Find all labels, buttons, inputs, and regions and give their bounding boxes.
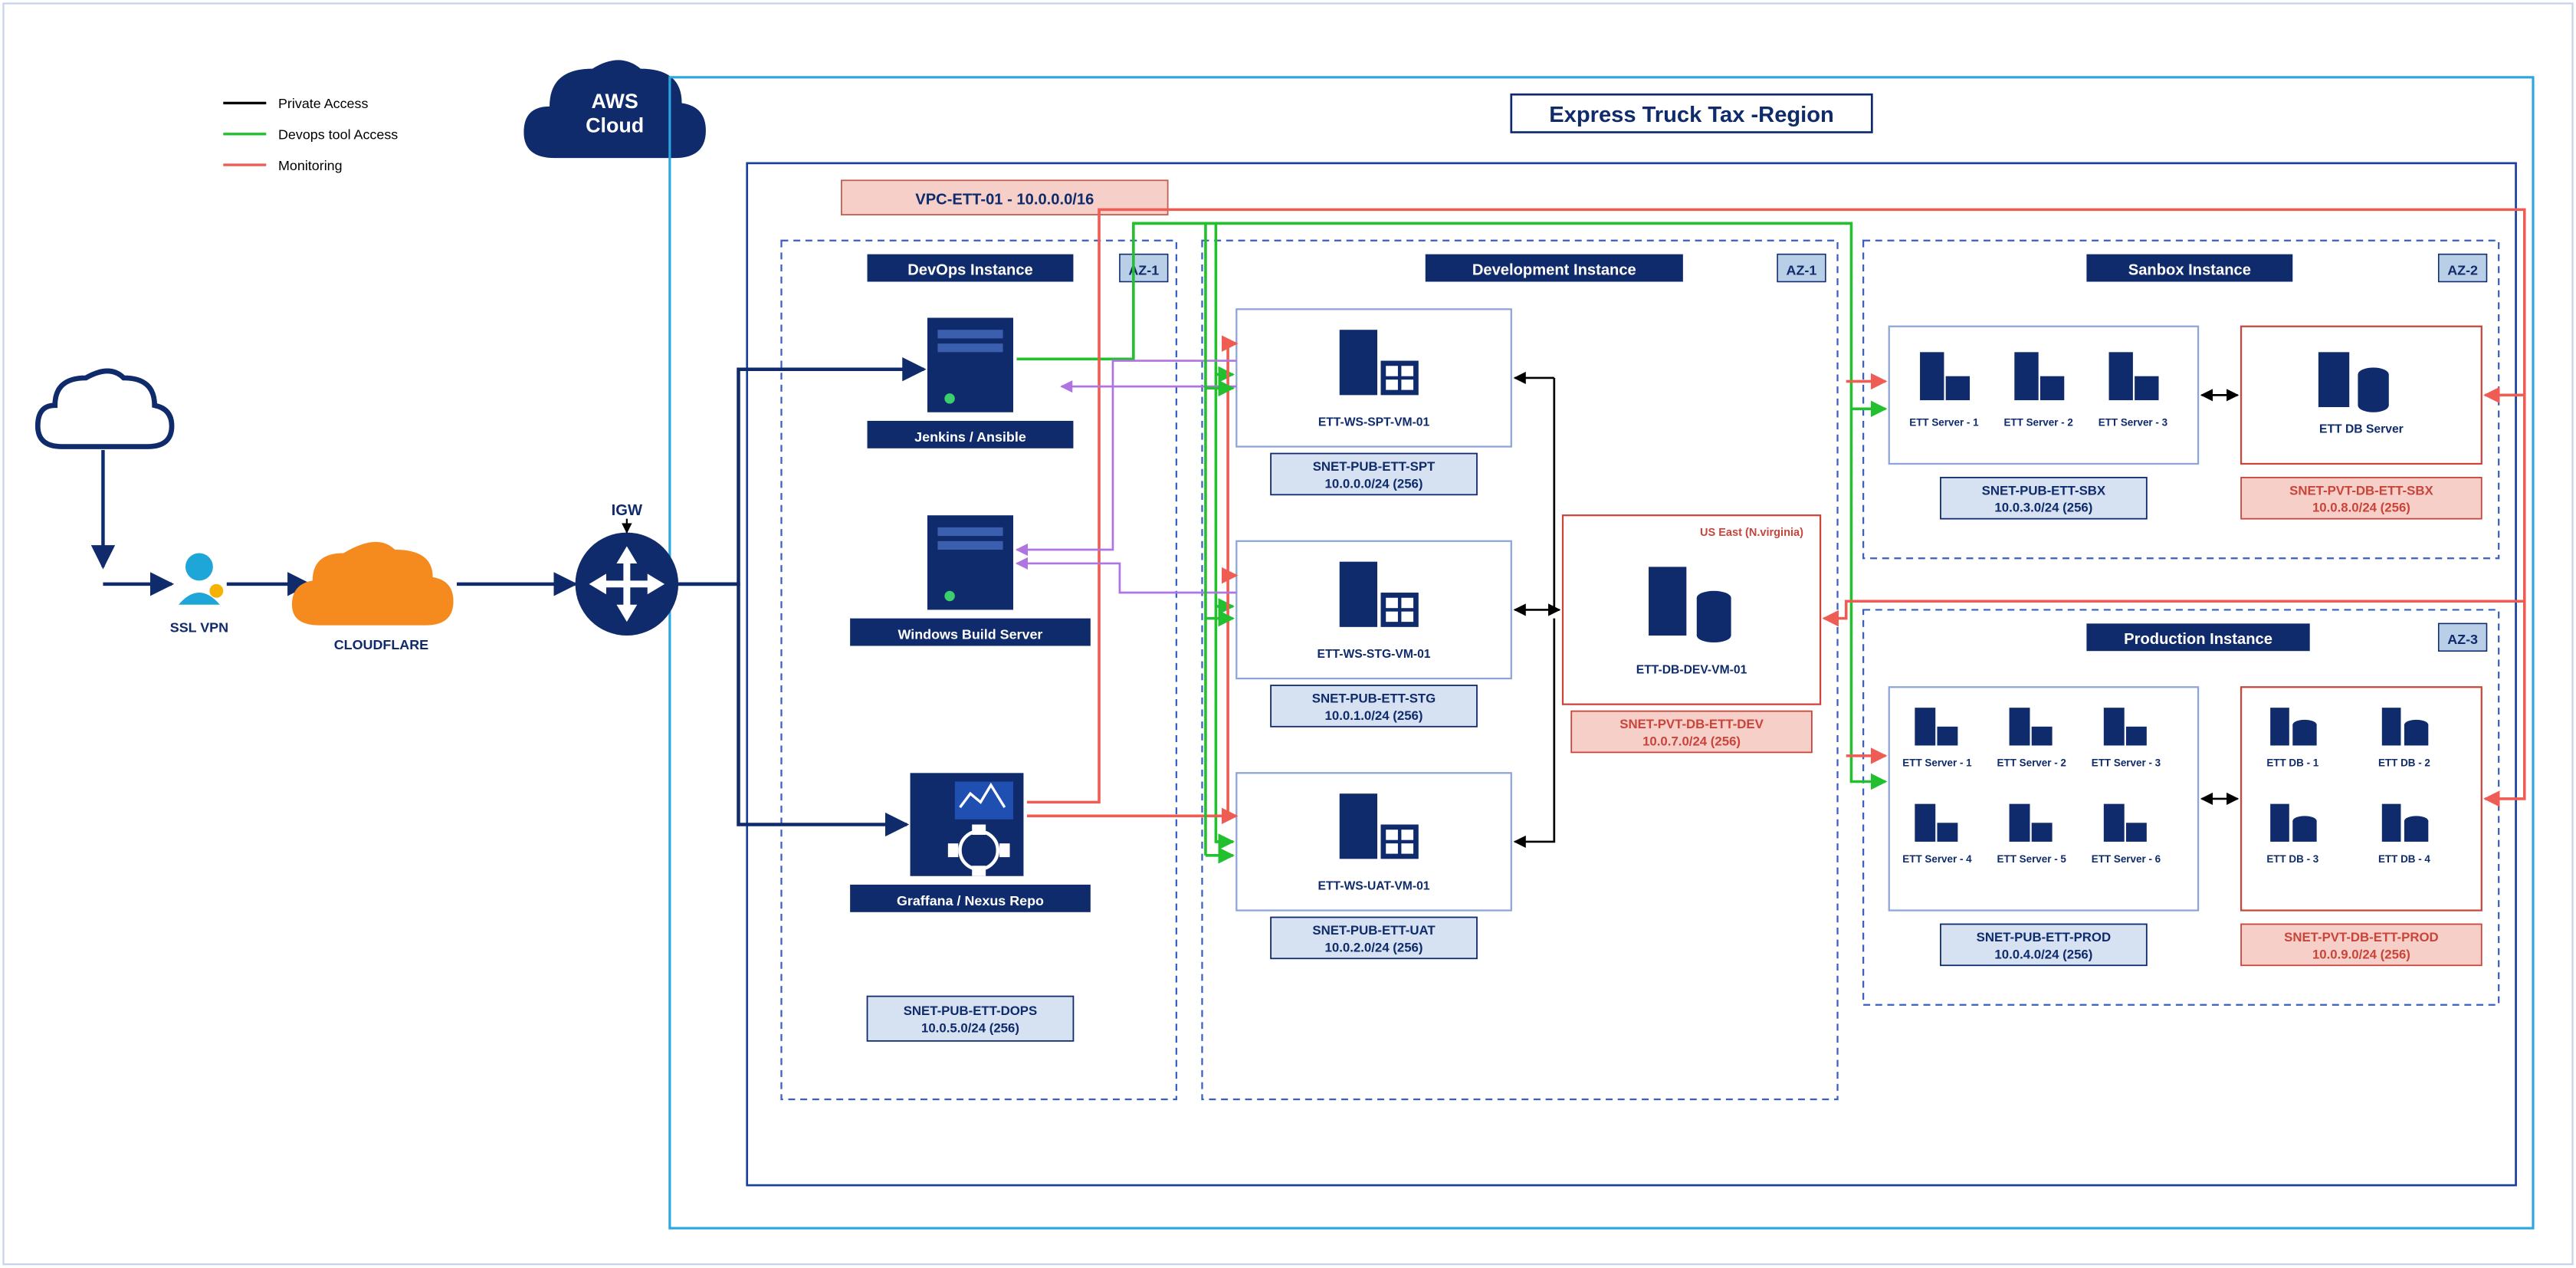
- ws-uat-icon: [1340, 793, 1419, 859]
- snet-prod-name: SNET-PUB-ETT-PROD: [1977, 930, 2111, 944]
- prod-db4: ETT DB - 4: [2378, 853, 2430, 865]
- zone-sbx-az: AZ-2: [2447, 263, 2478, 278]
- snet-devdb-cidr: 10.0.7.0/24 (256): [1642, 734, 1741, 748]
- snet-stg-cidr: 10.0.1.0/24 (256): [1325, 708, 1423, 723]
- grafana-nexus-icon: [911, 773, 1024, 875]
- architecture-diagram: Private Access Devops tool Access Monito…: [0, 0, 2576, 1268]
- legend-monitoring: Monitoring: [278, 158, 343, 173]
- igw-icon: [576, 533, 678, 636]
- zone-sbx-title: Sanbox Instance: [2128, 262, 2251, 279]
- dev-db-region-note: US East (N.virginia): [1700, 527, 1803, 539]
- zone-prod-title: Production Instance: [2124, 631, 2272, 648]
- svg-text:AWS: AWS: [592, 90, 638, 113]
- ssl-vpn-label: SSL VPN: [170, 620, 228, 636]
- snet-devops-name: SNET-PUB-ETT-DOPS: [904, 1004, 1038, 1018]
- snet-devops-cidr: 10.0.5.0/24 (256): [921, 1021, 1019, 1036]
- snet-stg-name: SNET-PUB-ETT-STG: [1312, 691, 1436, 705]
- aws-cloud-icon: AWS Cloud: [523, 60, 706, 158]
- zone-dev-az: AZ-1: [1787, 263, 1817, 278]
- sbx-s2: ETT Server - 2: [2003, 417, 2072, 429]
- internet-cloud-icon: [38, 371, 172, 447]
- sbx-s3: ETT Server - 3: [2099, 417, 2167, 429]
- winbuild-label: Windows Build Server: [898, 627, 1043, 642]
- prod-db1: ETT DB - 1: [2266, 757, 2318, 768]
- prod-s2: ETT Server - 2: [1997, 757, 2066, 768]
- zone-sandbox: Sanbox Instance AZ-2 ETT Server - 1 ETT …: [1863, 241, 2499, 559]
- ws-stg-icon: [1340, 562, 1419, 627]
- sbx-db-label: ETT DB Server: [2319, 423, 2404, 436]
- prod-s4: ETT Server - 4: [1902, 853, 1972, 865]
- cloudflare-icon: [292, 542, 454, 626]
- ws-spt-icon: [1340, 330, 1419, 395]
- jenkins-label: Jenkins / Ansible: [914, 429, 1026, 445]
- snet-spt-name: SNET-PUB-ETT-SPT: [1313, 459, 1436, 474]
- cloudflare-label: CLOUDFLARE: [334, 637, 428, 652]
- sbx-s1: ETT Server - 1: [1909, 417, 1979, 429]
- snet-prod-cidr: 10.0.4.0/24 (256): [1994, 947, 2092, 961]
- snet-spt-cidr: 10.0.0.0/24 (256): [1325, 476, 1423, 491]
- snet-sbx-cidr: 10.0.3.0/24 (256): [1994, 501, 2092, 515]
- ws-uat-label: ETT-WS-UAT-VM-01: [1318, 880, 1430, 893]
- snet-sbxdb-name: SNET-PVT-DB-ETT-SBX: [2289, 483, 2433, 498]
- zone-prod-az: AZ-3: [2447, 632, 2478, 647]
- zone-dev-title: Development Instance: [1472, 262, 1636, 279]
- grafana-label: Graffana / Nexus Repo: [897, 893, 1044, 908]
- vpc-label: VPC-ETT-01 - 10.0.0.0/16: [915, 192, 1094, 209]
- snet-sbxdb-cidr: 10.0.8.0/24 (256): [2312, 501, 2410, 515]
- windows-build-icon: [927, 515, 1013, 609]
- ws-spt-label: ETT-WS-SPT-VM-01: [1318, 416, 1430, 429]
- ssl-vpn-icon: [179, 553, 223, 604]
- prod-s6: ETT Server - 6: [2092, 853, 2161, 865]
- svg-text:Cloud: Cloud: [586, 114, 644, 137]
- jenkins-server-icon: [927, 318, 1013, 412]
- zone-devops-title: DevOps Instance: [907, 262, 1033, 279]
- ws-stg-label: ETT-WS-STG-VM-01: [1318, 648, 1431, 661]
- snet-devdb-name: SNET-PVT-DB-ETT-DEV: [1619, 717, 1764, 731]
- snet-sbx-name: SNET-PUB-ETT-SBX: [1982, 483, 2106, 498]
- legend: Private Access Devops tool Access Monito…: [223, 96, 398, 173]
- snet-proddb-cidr: 10.0.9.0/24 (256): [2312, 947, 2410, 961]
- snet-uat-cidr: 10.0.2.0/24 (256): [1325, 940, 1423, 954]
- prod-s5: ETT Server - 5: [1997, 853, 2067, 865]
- snet-proddb-name: SNET-PVT-DB-ETT-PROD: [2284, 930, 2439, 944]
- legend-devops: Devops tool Access: [278, 126, 398, 142]
- region-title: Express Truck Tax -Region: [1549, 103, 1834, 127]
- prod-s3: ETT Server - 3: [2092, 757, 2161, 768]
- dev-db-icon: [1649, 567, 1731, 642]
- prod-db3: ETT DB - 3: [2266, 853, 2318, 865]
- prod-s1: ETT Server - 1: [1902, 757, 1972, 768]
- prod-db-grid: [2270, 708, 2428, 842]
- legend-private: Private Access: [278, 96, 368, 111]
- dev-db-label: ETT-DB-DEV-VM-01: [1636, 663, 1747, 676]
- snet-uat-name: SNET-PUB-ETT-UAT: [1312, 923, 1436, 938]
- igw-label: IGW: [612, 502, 642, 519]
- prod-db2: ETT DB - 2: [2378, 757, 2430, 768]
- prod-server-grid: [1915, 708, 2146, 842]
- zone-prod: Production Instance AZ-3 ETT Server - 1 …: [1863, 609, 2499, 1004]
- zone-dev: Development Instance AZ-1 ETT-WS-SPT-VM-…: [1202, 241, 1837, 1099]
